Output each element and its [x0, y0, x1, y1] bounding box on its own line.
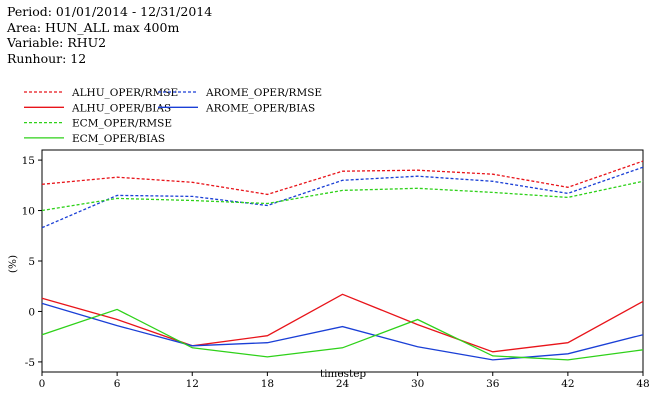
- y-axis-label: (%): [7, 255, 19, 273]
- y-tick-label: 5: [28, 256, 35, 268]
- legend-item: ECM_OPER/RMSE: [24, 118, 172, 130]
- y-tick-label: 10: [22, 206, 35, 218]
- series-line-alhu-oper-rmse: [41, 160, 644, 196]
- series-line-ecm-oper-rmse: [41, 180, 644, 212]
- y-tick-label: 15: [22, 155, 35, 167]
- x-tick-label: 36: [486, 378, 500, 390]
- legend: ALHU_OPER/RMSE AROME_OPER/RMSE ALHU_OPER/B…: [24, 87, 322, 145]
- runhour-text: Runhour: 12: [7, 50, 87, 66]
- legend-item: ALHU_OPER/RMSE: [24, 87, 178, 99]
- variable-text: Variable: RHU2: [7, 35, 107, 50]
- legend-item: ECM_OPER/BIAS: [24, 133, 165, 145]
- legend-label: AROME_OPER/RMSE: [205, 87, 322, 99]
- x-tick-label: 12: [186, 378, 199, 390]
- series-line-ecm-oper-bias: [41, 308, 644, 361]
- legend-item: ALHU_OPER/BIAS: [24, 102, 171, 114]
- legend-item: AROME_OPER/BIAS: [158, 102, 315, 114]
- plot-frame: [41, 149, 644, 373]
- x-tick-label: 0: [39, 378, 46, 390]
- legend-label: ALHU_OPER/RMSE: [71, 87, 178, 99]
- area-text: Area: HUN_ALL max 400m: [7, 19, 180, 35]
- x-tick-label: 24: [336, 378, 350, 390]
- chart-header: Period: 01/01/2014 - 12/31/2014 Area: HU…: [7, 4, 212, 66]
- legend-label: ECM_OPER/BIAS: [72, 133, 165, 145]
- x-tick-label: 18: [261, 378, 274, 390]
- y-tick-label: 0: [28, 306, 35, 318]
- x-axis-label: timestep: [320, 368, 367, 380]
- series-line-alhu-oper-bias: [41, 293, 644, 353]
- x-tick-label: 42: [561, 378, 574, 390]
- x-tick-label: 6: [114, 378, 121, 390]
- x-tick-label: 30: [411, 378, 424, 390]
- y-tick-label: -5: [25, 357, 35, 369]
- period-text: Period: 01/01/2014 - 12/31/2014: [7, 4, 213, 19]
- x-tick-label: 48: [636, 378, 649, 390]
- series-line-arome-oper-rmse: [41, 166, 644, 229]
- plot-area: -5 0 5 10 15 0 6 12 18 24 30 36 42 48: [22, 149, 650, 390]
- legend-label: AROME_OPER/BIAS: [205, 102, 315, 114]
- legend-label: ALHU_OPER/BIAS: [71, 102, 171, 114]
- series-line-arome-oper-bias: [41, 302, 644, 361]
- legend-item: AROME_OPER/RMSE: [158, 87, 322, 99]
- legend-label: ECM_OPER/RMSE: [72, 118, 172, 130]
